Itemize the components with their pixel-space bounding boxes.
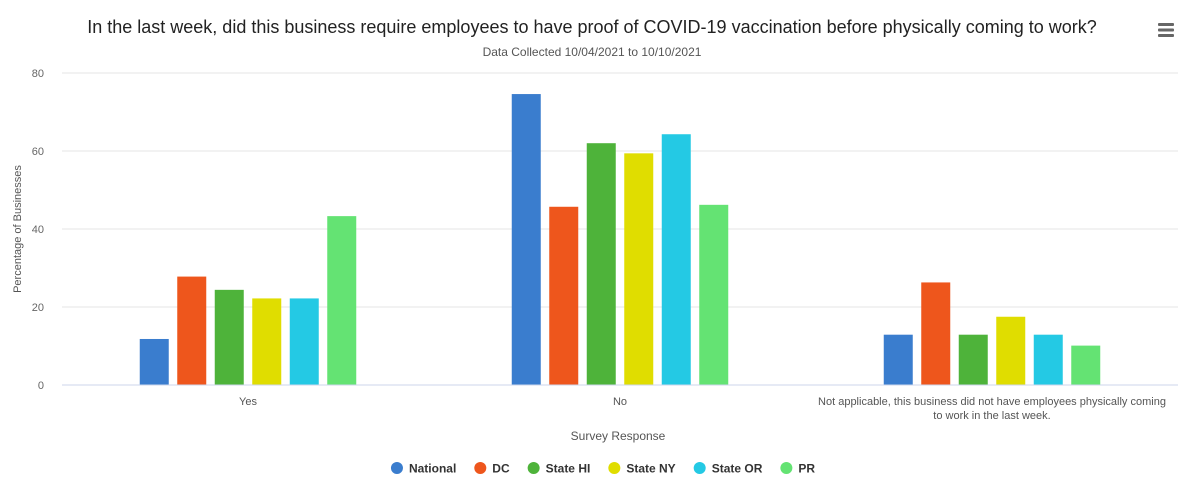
- legend-item-state-or[interactable]: State OR: [693, 462, 763, 476]
- bar-pr[interactable]: [699, 204, 729, 385]
- legend-label: National: [409, 462, 456, 476]
- bars: [139, 94, 1101, 385]
- grid-lines: [62, 72, 1178, 308]
- legend: National DC State HI State NY State OR PR: [390, 462, 815, 476]
- x-tick-label: Yes: [239, 396, 257, 408]
- bar-dc[interactable]: [177, 276, 207, 385]
- bar-state-hi[interactable]: [586, 143, 616, 385]
- bar-pr[interactable]: [1071, 345, 1101, 385]
- legend-item-pr[interactable]: PR: [780, 462, 815, 476]
- bar-national[interactable]: [511, 94, 541, 385]
- x-axis-title: Survey Response: [571, 429, 666, 443]
- bar-state-hi[interactable]: [958, 334, 988, 385]
- bar-state-or[interactable]: [289, 298, 319, 385]
- legend-item-national[interactable]: National: [390, 462, 456, 476]
- legend-label: PR: [798, 462, 815, 476]
- bar-national[interactable]: [883, 334, 913, 385]
- legend-marker: [780, 462, 793, 474]
- bar-national[interactable]: [139, 338, 169, 385]
- bar-state-or[interactable]: [661, 134, 691, 385]
- legend-marker: [693, 462, 706, 474]
- legend-item-dc[interactable]: DC: [474, 462, 510, 476]
- hamburger-menu-icon: [1158, 23, 1174, 37]
- legend-label: State NY: [626, 462, 675, 476]
- chart-menu-button[interactable]: [1152, 18, 1178, 42]
- bar-state-ny[interactable]: [996, 316, 1026, 385]
- legend-item-state-ny[interactable]: State NY: [608, 462, 676, 476]
- bar-state-hi[interactable]: [214, 289, 244, 385]
- legend-label: State OR: [712, 462, 763, 476]
- y-tick-label: 60: [32, 146, 44, 158]
- bar-state-ny[interactable]: [252, 298, 282, 385]
- chart-subtitle: Data Collected 10/04/2021 to 10/10/2021: [483, 45, 702, 59]
- legend-item-state-hi[interactable]: State HI: [527, 462, 591, 476]
- y-tick-label: 40: [32, 224, 44, 236]
- y-axis-title: Percentage of Businesses: [12, 165, 24, 293]
- x-tick-label: No: [613, 396, 627, 408]
- x-tick-label: Not applicable, this business did not ha…: [818, 396, 1166, 408]
- legend-marker: [527, 462, 540, 474]
- bar-dc[interactable]: [921, 282, 951, 385]
- legend-marker: [474, 462, 487, 474]
- legend-marker: [390, 462, 403, 474]
- bar-pr[interactable]: [327, 216, 357, 385]
- legend-marker: [608, 462, 621, 474]
- y-tick-label: 0: [38, 380, 44, 392]
- legend-label: DC: [492, 462, 510, 476]
- chart-title: In the last week, did this business requ…: [87, 17, 1097, 37]
- legend-label: State HI: [546, 462, 591, 476]
- x-tick-label: to work in the last week.: [933, 410, 1050, 422]
- bar-dc[interactable]: [549, 206, 579, 385]
- bar-state-or[interactable]: [1033, 334, 1063, 385]
- y-tick-label: 80: [32, 68, 44, 80]
- axes: 0 20 40 60 80 Yes No Not applicable, this busin…: [32, 68, 1178, 422]
- y-tick-label: 20: [32, 302, 44, 314]
- bar-state-ny[interactable]: [624, 153, 654, 385]
